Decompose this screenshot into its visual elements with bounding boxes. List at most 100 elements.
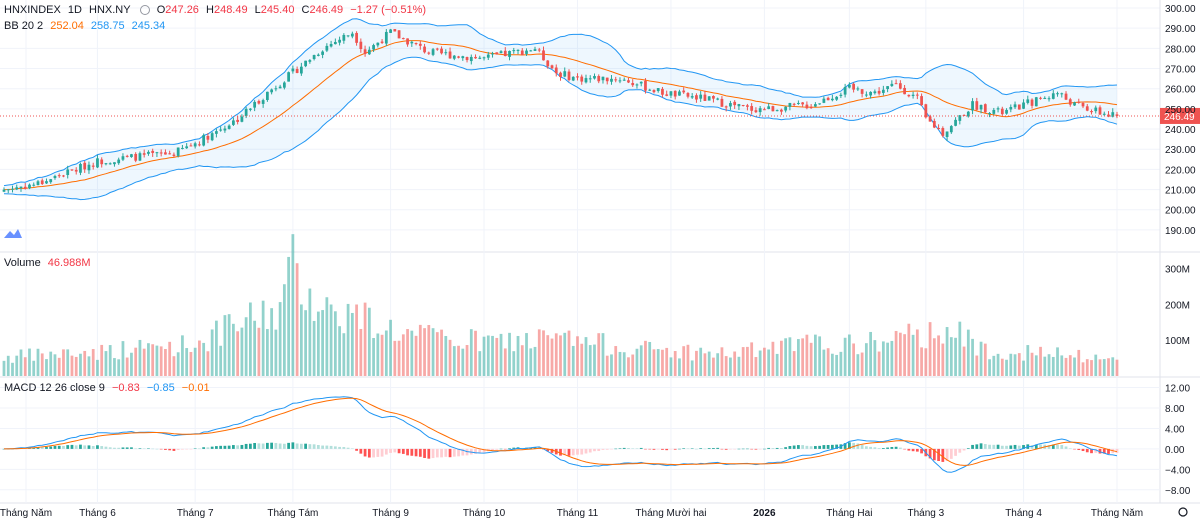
macd-histogram-bar	[147, 448, 150, 449]
macd-histogram-bar	[227, 445, 231, 449]
macd-histogram-bar	[270, 442, 274, 449]
candle-body	[495, 52, 499, 55]
volume-bar	[894, 330, 898, 376]
volume-bar	[499, 333, 503, 376]
candle-body	[716, 98, 720, 100]
volume-bar	[992, 355, 996, 376]
macd-histogram-bar	[113, 447, 116, 449]
volume-legend[interactable]: Volume 46.988M	[4, 257, 95, 269]
macd-histogram-bar	[117, 447, 121, 449]
volume-bar	[164, 348, 167, 376]
volume-bar	[631, 354, 635, 376]
volume-bar	[325, 297, 329, 376]
candle-body	[465, 57, 469, 61]
candle-body	[763, 109, 766, 111]
macd-histogram-bar	[79, 444, 82, 449]
macd-histogram-bar	[1060, 445, 1064, 449]
volume-bar	[525, 333, 528, 376]
bb-legend[interactable]: BB 20 2 252.04 258.75 245.34	[4, 20, 169, 32]
volume-bar	[699, 347, 703, 376]
macd-histogram-bar	[121, 447, 125, 449]
candle-body	[325, 45, 329, 51]
candle	[1022, 99, 1025, 110]
volume-bar	[397, 340, 401, 376]
eye-icon[interactable]	[139, 5, 150, 15]
candle	[15, 184, 19, 191]
candle-body	[435, 48, 439, 50]
volume-bar	[695, 350, 698, 376]
candle-body	[486, 54, 490, 58]
volume-bar	[1051, 356, 1055, 376]
volume-bar	[966, 329, 970, 376]
volume-bar	[367, 307, 371, 376]
volume-bar	[28, 348, 31, 376]
macd-histogram-bar	[108, 447, 112, 449]
candle	[181, 144, 184, 150]
bb-upper-value: 258.75	[90, 20, 125, 32]
macd-histogram-bar	[308, 444, 312, 449]
volume-bar	[661, 349, 664, 376]
volume-bar	[610, 354, 613, 376]
bb-label[interactable]: BB 20 2	[4, 20, 44, 32]
signal-line	[4, 397, 1118, 466]
candle-body	[775, 110, 779, 112]
volume-bar	[329, 304, 333, 376]
candle	[308, 59, 312, 64]
symbol-name[interactable]: HNXINDEX	[4, 4, 61, 16]
candle-body	[393, 29, 397, 32]
macd-value: −0.85	[146, 382, 175, 394]
volume-bar	[79, 353, 82, 376]
candle	[610, 75, 613, 85]
bb-basis-line	[3, 40, 1118, 191]
macd-histogram-bar	[678, 448, 681, 450]
candle-body	[32, 184, 36, 186]
candle	[729, 100, 732, 110]
candle	[427, 51, 431, 55]
candle	[890, 80, 894, 88]
macd-histogram-bar	[1077, 448, 1081, 451]
macd-histogram-bar	[805, 445, 809, 449]
volume-bar	[873, 340, 877, 376]
macd-histogram-bar	[873, 447, 877, 449]
volume-bar	[622, 352, 626, 376]
candle	[516, 49, 520, 55]
candle-body	[444, 52, 448, 54]
candle	[750, 103, 754, 115]
macd-histogram-bar	[559, 448, 562, 456]
price-tick-label: 210.00	[1165, 186, 1196, 197]
volume-bar	[614, 346, 618, 376]
candle	[678, 89, 681, 96]
macd-histogram-bar	[958, 448, 962, 453]
macd-legend[interactable]: MACD 12 26 close 9 −0.83 −0.85 −0.01	[4, 382, 214, 394]
macd-histogram-bar	[465, 448, 469, 456]
candle	[210, 131, 214, 142]
macd-histogram-bar	[236, 445, 240, 449]
candle	[491, 51, 494, 58]
gear-icon[interactable]	[1178, 507, 1188, 517]
macd-histogram-bar	[775, 447, 779, 449]
candle-body	[414, 43, 418, 45]
macd-histogram-bar	[444, 448, 448, 457]
volume-bar	[49, 351, 53, 376]
candle	[1043, 96, 1047, 100]
volume-bar	[87, 356, 91, 376]
candle	[1068, 97, 1072, 107]
macd-histogram-bar	[49, 446, 53, 449]
macd-label[interactable]: MACD 12 26 close 9	[4, 382, 105, 394]
candle	[622, 77, 626, 81]
macd-histogram-bar	[457, 448, 460, 457]
volume-bar	[346, 303, 350, 376]
volume-tick-label: 200M	[1165, 300, 1190, 311]
candle	[699, 91, 703, 102]
candle	[627, 77, 630, 84]
candle	[104, 162, 108, 166]
macd-histogram-bar	[966, 448, 970, 449]
volume-label[interactable]: Volume	[4, 257, 41, 269]
candle	[329, 40, 333, 48]
interval-label[interactable]: 1D	[67, 4, 82, 16]
candle-body	[215, 131, 218, 134]
candle	[219, 126, 223, 132]
candle-body	[945, 131, 949, 137]
volume-bar	[754, 357, 758, 376]
